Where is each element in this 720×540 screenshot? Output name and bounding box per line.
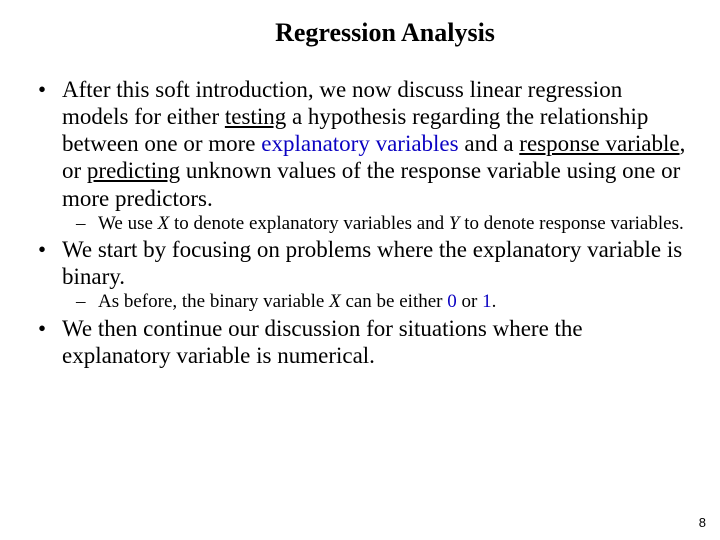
text: As before, the binary variable (98, 291, 329, 312)
sub-bullet-1: We use X to denote explanatory variables… (98, 213, 692, 235)
text: can be either (341, 291, 448, 312)
slide-title: Regression Analysis (78, 18, 692, 48)
text: We use (98, 213, 158, 234)
text: or (457, 291, 482, 312)
var-x: X (158, 213, 170, 234)
var-y: Y (449, 213, 460, 234)
var-x: X (329, 291, 341, 312)
text: to denote response variables. (459, 213, 683, 234)
bullet-3: We then continue our discussion for situ… (62, 315, 692, 369)
value-one: 1 (482, 291, 492, 312)
underline-predicting: predicting (87, 158, 180, 183)
text: to denote explanatory variables and (169, 213, 449, 234)
term-explanatory-variables: explanatory variables (261, 131, 458, 156)
page-number: 8 (699, 515, 706, 530)
underline-response-variable: response variable (519, 131, 679, 156)
sub-bullet-2: As before, the binary variable X can be … (98, 291, 692, 313)
value-zero: 0 (447, 291, 457, 312)
underline-testing: testing (225, 104, 286, 129)
text: . (492, 291, 497, 312)
text: and a (459, 131, 520, 156)
bullet-2: We start by focusing on problems where t… (62, 236, 692, 290)
bullet-1: After this soft introduction, we now dis… (62, 76, 692, 212)
